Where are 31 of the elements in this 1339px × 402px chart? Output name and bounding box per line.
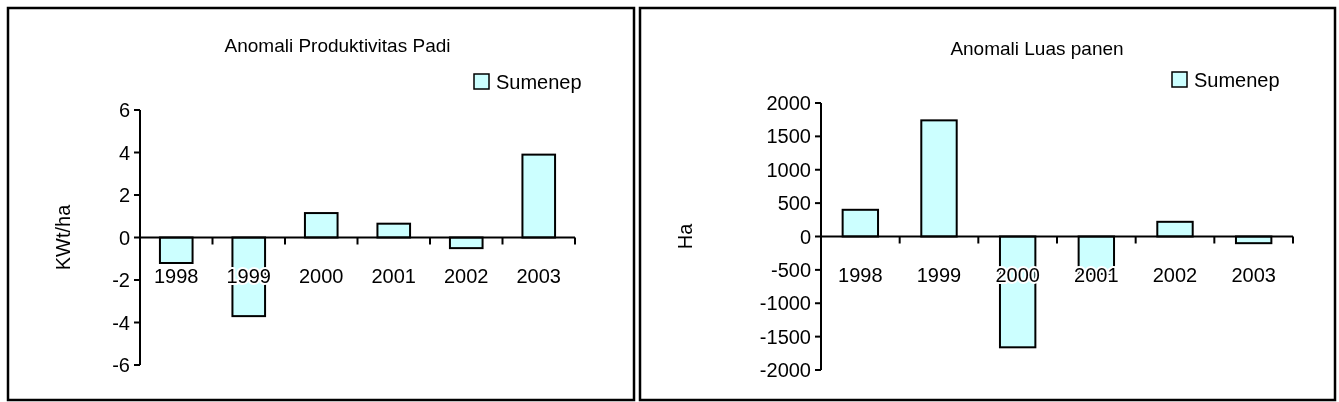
y-axis-title: KWt/ha [52, 203, 74, 271]
x-tick-label: 2002 [444, 264, 489, 287]
y-tick-label: -1000 [759, 292, 811, 315]
x-tick-label: 2003 [1231, 263, 1276, 286]
x-tick-label: 2001 [371, 264, 416, 287]
y-tick-label: -2000 [759, 359, 811, 381]
legend-label: Sumenep [496, 71, 582, 93]
y-tick-label: 1500 [766, 125, 811, 148]
y-tick-label: 2000 [766, 92, 811, 114]
y-tick-label: 6 [118, 99, 130, 121]
x-tick-label: 1999 [916, 263, 962, 286]
x-tick-label: 2002 [1152, 263, 1198, 286]
chart-title: Anomali Produktivitas Padi [224, 35, 451, 56]
y-tick-label: 4 [118, 141, 130, 164]
y-tick-label: -2 [112, 269, 130, 291]
y-axis-title: Ha [674, 222, 696, 250]
x-tick-label: 1998 [838, 263, 883, 286]
y-tick-label: 500 [777, 192, 811, 215]
y-tick-label: 1000 [766, 158, 811, 181]
x-tick-label: 1998 [154, 264, 199, 287]
legend-label: Sumenep [1194, 69, 1280, 91]
y-tick-label: -4 [112, 311, 130, 334]
x-tick-label: 2000 [299, 264, 344, 287]
y-tick-label: 0 [799, 225, 811, 248]
y-tick-label: 0 [118, 226, 130, 249]
x-tick-label: 2003 [516, 264, 561, 287]
y-tick-label: -6 [112, 354, 130, 376]
y-tick-label: -500 [770, 258, 811, 281]
y-tick-label: 2 [118, 184, 130, 206]
y-tick-label: -1500 [759, 325, 811, 348]
chart-title: Anomali Luas panen [950, 38, 1124, 59]
